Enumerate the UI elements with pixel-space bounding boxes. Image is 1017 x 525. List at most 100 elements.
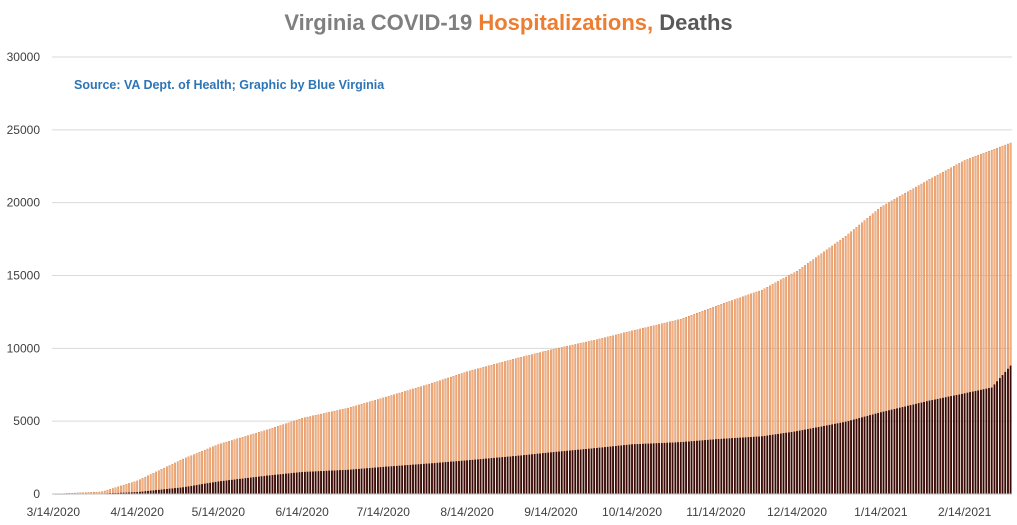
bar-deaths xyxy=(1007,368,1009,495)
bar-deaths xyxy=(341,470,344,495)
bar-deaths xyxy=(1001,375,1004,495)
bar-deaths xyxy=(596,447,598,495)
bar-deaths xyxy=(220,481,222,495)
bar-deaths xyxy=(896,408,898,495)
bar-deaths xyxy=(520,455,523,495)
bar-deaths xyxy=(433,463,436,495)
chart-title: Virginia COVID-19 Hospitalizations, Deat… xyxy=(0,10,1017,36)
bar-deaths xyxy=(552,452,555,495)
bar-deaths xyxy=(980,389,982,495)
bar-deaths xyxy=(885,411,888,495)
bar-deaths xyxy=(1009,365,1012,495)
bar-deaths xyxy=(176,487,179,495)
bar-deaths xyxy=(909,405,912,495)
bar-deaths xyxy=(271,475,274,495)
x-tick-label: 2/14/2021 xyxy=(938,505,992,519)
bar-deaths xyxy=(931,400,934,495)
bar-deaths xyxy=(539,453,541,495)
bar-deaths xyxy=(285,473,287,495)
bar-deaths xyxy=(647,443,650,495)
bar-deaths xyxy=(184,486,187,495)
bar-deaths xyxy=(406,465,409,495)
bar-hospitalizations xyxy=(128,483,130,495)
bar-deaths xyxy=(996,381,998,495)
bar-deaths xyxy=(444,462,447,495)
bar-deaths xyxy=(793,431,796,495)
bar-deaths xyxy=(752,436,755,495)
bar-deaths xyxy=(706,439,709,495)
series-hospitalizations xyxy=(55,142,1012,495)
bar-deaths xyxy=(731,438,733,495)
bar-deaths xyxy=(974,391,977,495)
bar-deaths xyxy=(498,457,501,495)
bar-deaths xyxy=(915,403,917,495)
bar-deaths xyxy=(604,447,606,495)
bar-deaths xyxy=(155,490,157,495)
bar-deaths xyxy=(898,407,901,495)
bar-deaths xyxy=(471,459,474,495)
bar-deaths xyxy=(217,481,220,495)
bar-deaths xyxy=(763,435,766,495)
bar-deaths xyxy=(379,467,382,495)
x-tick-label: 7/14/2020 xyxy=(357,505,411,519)
bar-deaths xyxy=(195,485,198,495)
y-tick-label: 15000 xyxy=(7,269,41,283)
bar-deaths xyxy=(409,464,412,495)
bar-deaths xyxy=(601,447,604,495)
bar-deaths xyxy=(879,412,882,495)
x-tick-label: 6/14/2020 xyxy=(275,505,329,519)
bar-deaths xyxy=(279,474,282,495)
bar-deaths xyxy=(825,425,828,495)
bar-deaths xyxy=(485,458,487,495)
bar-deaths xyxy=(333,470,336,495)
bar-deaths xyxy=(869,415,871,495)
bar-deaths xyxy=(779,433,782,495)
chart-title-part-3: Deaths xyxy=(653,10,733,35)
bar-deaths xyxy=(239,478,241,495)
bar-deaths xyxy=(274,474,276,495)
x-tick-label: 11/14/2020 xyxy=(686,505,745,519)
bar-deaths xyxy=(550,452,552,495)
bar-deaths xyxy=(371,467,374,495)
bar-deaths xyxy=(244,478,247,495)
bar-deaths xyxy=(528,454,531,495)
bar-deaths xyxy=(920,402,923,495)
bar-deaths xyxy=(447,461,450,495)
bar-deaths xyxy=(168,488,171,495)
bar-deaths xyxy=(844,421,847,495)
bar-deaths xyxy=(463,460,466,495)
bar-deaths xyxy=(923,401,925,495)
bar-deaths xyxy=(639,443,642,495)
bar-deaths xyxy=(628,444,631,495)
bar-deaths xyxy=(806,429,809,495)
bar-deaths xyxy=(798,430,801,495)
bar-deaths xyxy=(907,405,909,495)
bar-deaths xyxy=(769,435,771,495)
bar-deaths xyxy=(988,388,990,495)
bar-deaths xyxy=(425,463,428,495)
bar-deaths xyxy=(747,437,750,495)
bar-deaths xyxy=(368,468,371,495)
chart-source-note: Source: VA Dept. of Health; Graphic by B… xyxy=(74,78,385,92)
bar-deaths xyxy=(360,468,363,495)
bar-deaths xyxy=(663,442,666,495)
bar-deaths xyxy=(928,400,931,495)
bar-deaths xyxy=(312,471,314,495)
bar-deaths xyxy=(742,437,744,495)
bar-deaths xyxy=(982,389,985,495)
bar-deaths xyxy=(912,404,915,495)
bar-deaths xyxy=(861,417,863,495)
bar-deaths xyxy=(209,482,212,495)
bar-deaths xyxy=(233,479,236,495)
bar-deaths xyxy=(555,451,558,495)
bar-deaths xyxy=(682,441,685,495)
bar-deaths xyxy=(866,415,869,495)
bar-deaths xyxy=(501,457,504,495)
bar-deaths xyxy=(760,436,763,495)
bar-deaths xyxy=(733,438,736,495)
bar-deaths xyxy=(587,448,590,495)
bar-deaths xyxy=(966,392,969,495)
x-tick-label: 3/14/2020 xyxy=(27,505,81,519)
bar-deaths xyxy=(366,468,368,495)
bar-deaths xyxy=(944,397,947,495)
